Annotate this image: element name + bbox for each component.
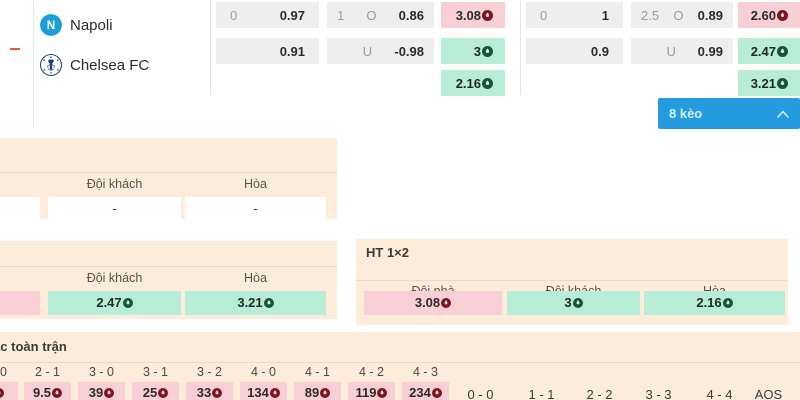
svg-text:N: N bbox=[47, 19, 55, 32]
